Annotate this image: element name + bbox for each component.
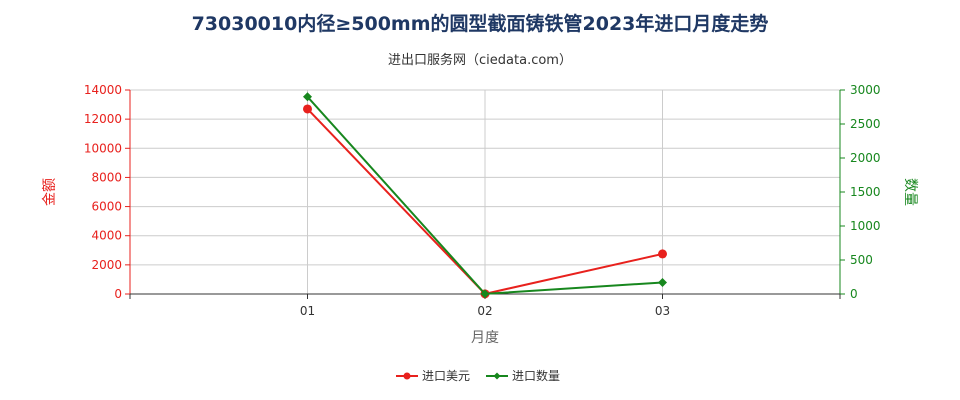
y-left-tick-label-3: 6000: [91, 200, 122, 214]
y-right-tick-label-5: 2500: [850, 117, 881, 131]
x-tick-label-1: 02: [477, 304, 492, 318]
y-right-tick-label-2: 1000: [850, 219, 881, 233]
y-left-tick-label-4: 8000: [91, 170, 122, 184]
y-left-tick-label-2: 4000: [91, 229, 122, 243]
series-0-point-2: [658, 249, 667, 259]
legend-label-0: 进口美元: [422, 369, 470, 383]
y-left-tick-label-5: 10000: [84, 141, 122, 155]
y-right-tick-label-3: 1500: [850, 185, 881, 199]
legend-marker-0: [403, 372, 411, 380]
y-left-axis-title: 金额: [42, 178, 58, 206]
chart-title: 73030010内径≥500mm的圆型截面铸铁管2023年进口月度走势: [191, 13, 769, 35]
series-1-point-2: [658, 277, 667, 287]
legend-marker-1: [493, 372, 501, 380]
y-right-tick-label-6: 3000: [850, 83, 881, 97]
y-right-tick-label-1: 500: [850, 253, 873, 267]
y-left-tick-label-0: 0: [114, 287, 122, 301]
series-0-point-0: [303, 104, 312, 114]
x-axis-title: 月度: [471, 330, 499, 346]
y-right-tick-label-0: 0: [850, 287, 858, 301]
x-tick-label-2: 03: [655, 304, 670, 318]
y-left-tick-label-6: 12000: [84, 112, 122, 126]
chart-subtitle: 进出口服务网（ciedata.com）: [388, 53, 572, 68]
y-right-axis-title: 数量: [902, 178, 918, 206]
y-right-tick-label-4: 2000: [850, 151, 881, 165]
series-1-point-1: [480, 289, 490, 299]
legend-label-1: 进口数量: [512, 368, 560, 383]
y-left-tick-label-7: 14000: [84, 83, 122, 97]
x-tick-label-0: 01: [300, 304, 315, 318]
y-left-tick-label-1: 2000: [91, 258, 122, 272]
series-1-point-0: [303, 92, 312, 102]
